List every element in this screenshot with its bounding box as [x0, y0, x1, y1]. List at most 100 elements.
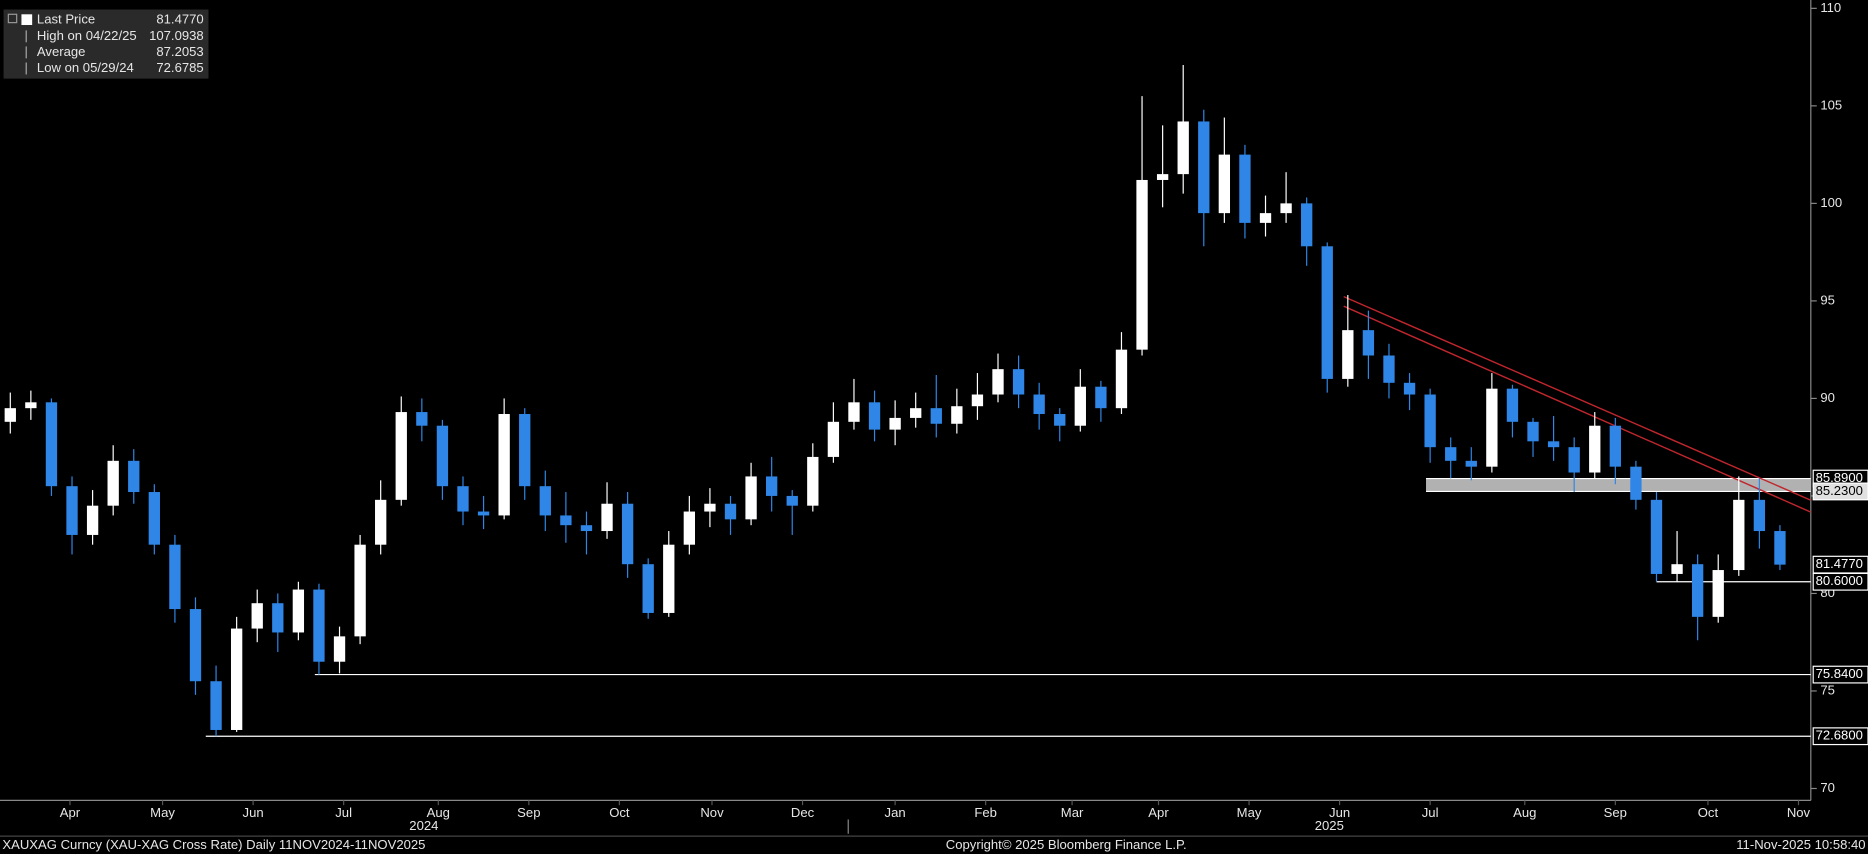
- x-tick-label: Sep: [1604, 805, 1627, 820]
- level-label: 75.8400: [1816, 666, 1863, 681]
- year-label: 2025: [1315, 818, 1344, 833]
- candle-body: [333, 636, 346, 662]
- legend-value: 87.2053: [156, 44, 203, 59]
- candle-body: [848, 402, 860, 422]
- x-tick-label: Jun: [1329, 805, 1350, 820]
- candle-body: [1280, 203, 1292, 214]
- x-tick-label: Jan: [885, 805, 906, 820]
- candle-body: [4, 408, 16, 422]
- candle-body: [1609, 425, 1621, 467]
- legend-label: Low on 05/29/24: [37, 60, 134, 75]
- candle-body: [992, 369, 1004, 395]
- candle-body: [1198, 121, 1210, 214]
- candle-body: [724, 503, 737, 520]
- candle-body: [1506, 388, 1519, 422]
- candle-body: [1671, 564, 1683, 574]
- candle-body: [1424, 394, 1436, 448]
- candle-body: [765, 476, 778, 496]
- candle-body: [745, 476, 757, 520]
- candle-body: [148, 492, 160, 545]
- candle-body: [86, 505, 99, 535]
- candle-body: [1486, 388, 1498, 467]
- candle-body: [807, 456, 819, 506]
- candle-body: [1691, 564, 1704, 617]
- level-band: [1426, 478, 1811, 492]
- candle-body: [1733, 499, 1745, 571]
- candle-body: [1650, 499, 1663, 574]
- candle-body: [1589, 425, 1601, 473]
- candle-body: [1074, 386, 1086, 426]
- year-label: 2024: [409, 818, 438, 833]
- candle-body: [498, 414, 510, 516]
- x-tick-label: Oct: [1698, 805, 1719, 820]
- candle-body: [910, 408, 922, 418]
- footer-center: Copyright© 2025 Bloomberg Finance L.P.: [946, 837, 1187, 852]
- x-tick-label: Sep: [517, 805, 540, 820]
- candle-body: [1136, 179, 1148, 350]
- candle-body: [66, 486, 78, 535]
- x-tick-label: Apr: [1148, 805, 1169, 820]
- candle-body: [1712, 570, 1724, 617]
- candle-body: [663, 544, 675, 613]
- last-price-label: 81.4770: [1816, 556, 1863, 571]
- candle-body: [539, 486, 551, 516]
- last-price-label-box: [1812, 555, 1868, 574]
- candle-body: [1403, 382, 1416, 395]
- candle-body: [1177, 121, 1189, 175]
- candle-body: [560, 515, 572, 526]
- candle-body: [971, 394, 984, 407]
- candle-body: [1568, 447, 1580, 473]
- x-tick-label: May: [1237, 805, 1262, 820]
- candle-body: [1465, 460, 1477, 467]
- candle-body: [601, 503, 613, 532]
- x-tick-label: Nov: [700, 805, 724, 820]
- candle-body: [272, 603, 284, 633]
- candle-body: [1218, 154, 1231, 214]
- candle-body: [375, 499, 387, 545]
- level-label: 80.6000: [1816, 573, 1863, 588]
- candle-body: [1321, 246, 1333, 379]
- x-tick-label: Jul: [335, 805, 352, 820]
- candle-body: [1033, 394, 1045, 415]
- legend-label: Average: [37, 44, 86, 59]
- candle-body: [1095, 386, 1107, 409]
- candle-body: [951, 406, 963, 424]
- candle-body: [128, 460, 140, 493]
- candle-body: [313, 589, 325, 662]
- x-tick-label: Nov: [1787, 805, 1811, 820]
- candle-body: [930, 408, 942, 424]
- candle-body: [868, 402, 881, 430]
- legend-icon: [21, 14, 33, 26]
- candle-body: [436, 425, 449, 487]
- candle-body: [827, 421, 840, 457]
- candle-body: [580, 525, 593, 532]
- x-tick-label: May: [150, 805, 175, 820]
- candle-body: [1301, 203, 1313, 247]
- candle-body: [704, 503, 716, 512]
- footer-right: 11-Nov-2025 10:58:40: [1736, 837, 1865, 852]
- footer-left: XAUXAG Curncy (XAU-XAG Cross Rate) Daily…: [2, 837, 425, 852]
- candle-body: [416, 412, 428, 426]
- level-label-box: [1812, 727, 1868, 746]
- legend-value: 107.0938: [149, 28, 204, 43]
- legend-collapse[interactable]: [7, 13, 18, 24]
- candle-body: [1445, 447, 1457, 461]
- candle-body: [251, 603, 263, 629]
- candle-body: [621, 503, 634, 565]
- y-tick-label: 105: [1820, 97, 1842, 112]
- y-tick-label: 100: [1820, 195, 1842, 210]
- x-tick-label: Aug: [427, 805, 450, 820]
- y-tick-label: 110: [1820, 0, 1841, 15]
- x-tick-label: Dec: [791, 805, 815, 820]
- y-tick-label: 75: [1820, 682, 1835, 697]
- legend-box: [3, 9, 209, 79]
- candle-body: [519, 414, 531, 487]
- candle-body: [189, 609, 202, 682]
- x-tick-label: Mar: [1061, 805, 1084, 820]
- candle-body: [457, 486, 469, 512]
- level-label: 72.6800: [1816, 728, 1863, 743]
- legend-value: 81.4770: [156, 12, 203, 27]
